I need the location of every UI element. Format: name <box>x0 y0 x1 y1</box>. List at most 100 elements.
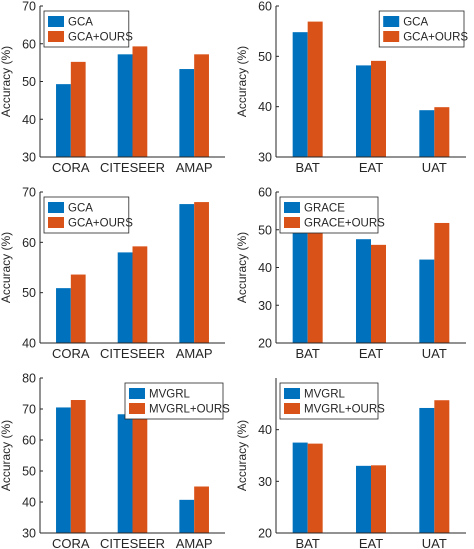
y-tick-label: 60 <box>258 0 272 14</box>
y-tick-label: 60 <box>22 434 36 448</box>
y-tick-label: 30 <box>258 151 272 165</box>
legend: MVGRL MVGRL+OURS <box>279 382 385 420</box>
legend-label: GRACE <box>304 203 345 215</box>
x-tick-label-cora: CORA <box>52 160 90 175</box>
x-tick-label-cora: CORA <box>52 346 90 361</box>
legend-label: GCA <box>403 17 428 29</box>
bar-grace-ours-bat <box>307 219 323 343</box>
legend-label: MVGRL <box>149 389 191 401</box>
bar-grace-ours-eat <box>371 244 386 343</box>
legend: GCA GCA+OURS <box>378 10 468 48</box>
x-tick-label-bat: BAT <box>296 346 320 361</box>
bar-mvgrl-ours-eat <box>371 465 386 533</box>
bar-mvgrl-uat <box>419 407 435 533</box>
bar-gca-cora <box>56 288 71 343</box>
x-tick-label-eat: EAT <box>359 346 383 361</box>
x-tick-label-citeseer: CITESEER <box>100 536 165 549</box>
bar-gca-ours-citeseer <box>132 246 148 343</box>
x-tick-label-bat: BAT <box>296 536 320 549</box>
legend-swatch <box>48 31 64 42</box>
bar-grace-bat <box>292 228 308 343</box>
legend-swatch <box>48 217 64 228</box>
x-tick-label-uat: UAT <box>422 536 447 549</box>
legend-swatch <box>284 202 300 213</box>
bar-mvgrl-amap <box>179 499 195 533</box>
chart-panel-6: 20 30 40 BAT EAT UAT Accuracy (%) MVGRL MVGRL+OU… <box>235 378 466 549</box>
x-tick-label-amap: AMAP <box>176 160 213 175</box>
y-tick-label: 40 <box>22 113 36 127</box>
y-tick-label: 70 <box>22 0 36 14</box>
bar-mvgrl-ours-uat <box>434 400 450 533</box>
legend-swatch <box>383 16 400 27</box>
x-tick-label-amap: AMAP <box>176 346 213 361</box>
y-tick-label: 20 <box>258 527 272 541</box>
legend: GCA GCA+OURS <box>43 10 133 48</box>
bar-gca-uat <box>419 110 435 157</box>
x-tick-label-cora: CORA <box>52 536 90 549</box>
legend-label: GCA <box>68 17 93 29</box>
legend-label: GCA+OURS <box>68 32 133 44</box>
bar-gca-bat <box>292 32 308 157</box>
chart-panel-2: 30 40 50 60 BAT EAT UAT Accuracy (%) GCA GCA+OURS <box>235 0 468 175</box>
bar-gca-ours-cora <box>70 274 86 343</box>
y-tick-label: 30 <box>258 299 272 313</box>
bar-grace-ours-uat <box>434 222 450 343</box>
y-axis-title: Accuracy (%) <box>0 46 13 117</box>
y-tick-label: 60 <box>22 236 36 250</box>
legend-label: GCA <box>68 203 93 215</box>
legend-label: GCA+OURS <box>68 218 133 230</box>
legend-swatch <box>284 403 300 414</box>
legend-label: MVGRL+OURS <box>149 404 230 416</box>
legend: GRACE GRACE+OURS <box>279 196 385 234</box>
y-tick-label: 60 <box>22 37 36 51</box>
y-tick-label: 60 <box>258 186 272 200</box>
y-tick-label: 40 <box>258 423 272 437</box>
bar-gca-amap <box>179 69 195 157</box>
bar-mvgrl-ours-bat <box>307 443 323 533</box>
y-tick-label: 50 <box>258 50 272 64</box>
x-tick-label-bat: BAT <box>296 160 320 175</box>
y-axis-title: Accuracy (%) <box>0 420 13 491</box>
legend-swatch <box>129 388 145 399</box>
legend: GCA GCA+OURS <box>43 196 133 234</box>
y-axis-title: Accuracy (%) <box>235 46 249 117</box>
bar-gca-eat <box>356 65 371 157</box>
x-tick-label-citeseer: CITESEER <box>100 346 165 361</box>
bar-gca-ours-citeseer <box>132 46 148 157</box>
legend-label: GRACE+OURS <box>304 218 385 230</box>
y-tick-label: 20 <box>258 337 272 351</box>
y-axis-title: Accuracy (%) <box>235 232 249 303</box>
x-tick-label-amap: AMAP <box>176 536 213 549</box>
bar-gca-ours-amap <box>194 54 209 157</box>
bar-mvgrl-bat <box>292 442 308 533</box>
bar-gca-ours-amap <box>194 202 209 343</box>
bar-gca-cora <box>56 84 71 157</box>
y-tick-label: 50 <box>258 223 272 237</box>
y-axis-title: Accuracy (%) <box>235 420 249 491</box>
y-tick-label: 50 <box>22 75 36 89</box>
legend-label: MVGRL <box>304 389 346 401</box>
legend-label: GCA+OURS <box>403 32 468 44</box>
chart-panel-1: 30 40 50 60 70 CORA CITESEER AMAP Accuracy (%) GC… <box>0 0 225 175</box>
y-tick-label: 40 <box>22 496 36 510</box>
x-tick-label-citeseer: CITESEER <box>100 160 165 175</box>
bar-gca-citeseer <box>117 252 133 343</box>
bar-mvgrl-ours-citeseer <box>132 413 148 533</box>
y-tick-label: 30 <box>258 475 272 489</box>
bar-mvgrl-citeseer <box>117 414 133 533</box>
legend-swatch <box>48 202 64 213</box>
legend-swatch <box>129 403 145 414</box>
y-tick-label: 30 <box>22 527 36 541</box>
bar-gca-amap <box>179 204 195 343</box>
x-tick-label-eat: EAT <box>359 160 383 175</box>
bar-mvgrl-ours-amap <box>194 486 209 533</box>
bar-mvgrl-ours-cora <box>70 400 86 533</box>
legend-swatch <box>284 217 300 228</box>
legend-swatch <box>284 388 300 399</box>
chart-panel-5: 30 40 50 60 70 80 CORA CITESEER AMAP Accuracy (%)… <box>0 372 230 549</box>
y-tick-label: 70 <box>22 403 36 417</box>
bar-gca-citeseer <box>117 54 133 157</box>
